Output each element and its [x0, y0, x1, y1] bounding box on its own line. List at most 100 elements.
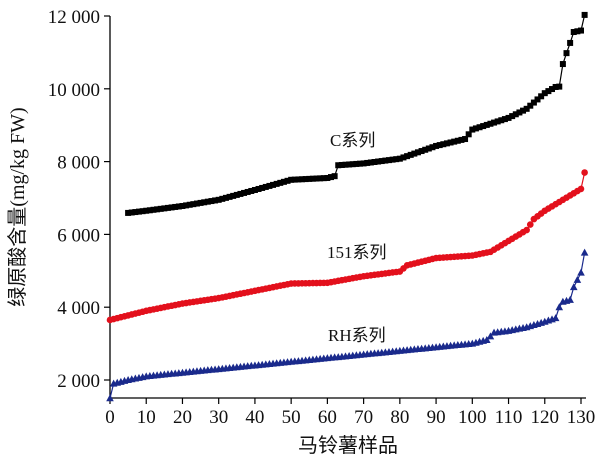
data-point — [175, 203, 182, 210]
data-point — [273, 180, 280, 187]
data-point — [219, 195, 226, 202]
x-ticks: 0 10 20 30 40 50 60 70 80 90 100 110 120 130 — [105, 398, 595, 428]
data-point — [433, 142, 440, 149]
y-tick-label: 10 000 — [48, 80, 100, 101]
data-point — [556, 83, 563, 90]
data-point — [569, 283, 578, 291]
data-point — [132, 209, 139, 216]
x-axis-label: 马铃薯样品 — [298, 434, 398, 457]
data-point — [288, 176, 295, 183]
data-point — [538, 93, 545, 100]
data-point — [331, 173, 338, 180]
data-point — [146, 207, 153, 214]
data-point — [284, 177, 291, 184]
data-point — [443, 140, 450, 147]
data-point — [454, 137, 461, 144]
data-point — [338, 161, 345, 168]
data-point — [422, 146, 429, 153]
data-point — [306, 175, 313, 182]
data-point — [393, 156, 400, 163]
data-point — [581, 169, 588, 176]
data-point — [346, 161, 353, 168]
data-point — [396, 155, 403, 162]
data-point — [161, 205, 168, 212]
x-tick-label: 20 — [173, 407, 192, 428]
x-tick-label: 90 — [427, 407, 446, 428]
data-point — [226, 193, 233, 200]
data-point — [414, 149, 421, 156]
data-point — [566, 295, 574, 303]
data-point — [248, 187, 255, 194]
data-point — [277, 179, 284, 186]
data-point — [491, 119, 498, 126]
data-point — [425, 145, 432, 152]
data-point — [486, 332, 495, 340]
data-point — [440, 141, 447, 148]
data-point — [436, 142, 443, 149]
data-point — [487, 120, 494, 127]
data-point — [512, 111, 519, 118]
data-point — [545, 88, 552, 95]
data-point — [190, 201, 197, 208]
data-point — [367, 159, 374, 166]
data-point — [172, 203, 179, 210]
y-tick-label: 6 000 — [57, 225, 100, 246]
x-tick-label: 60 — [318, 407, 337, 428]
plot-area — [106, 11, 589, 402]
data-point — [527, 102, 534, 109]
series-2 — [106, 248, 589, 402]
y-tick-label: 4 000 — [57, 298, 100, 319]
data-point — [494, 118, 501, 125]
data-point — [150, 206, 157, 213]
data-point — [580, 248, 589, 256]
data-point — [567, 39, 574, 46]
data-point — [201, 199, 208, 206]
data-point — [212, 197, 219, 204]
data-point — [183, 202, 190, 209]
data-point — [237, 190, 244, 197]
data-point — [291, 176, 298, 183]
y-axis-label: 绿原酸含量(mg/kg FW) — [6, 107, 29, 306]
data-point — [197, 199, 204, 206]
data-point — [280, 178, 287, 185]
data-point — [270, 181, 277, 188]
data-point — [295, 176, 302, 183]
data-point — [215, 196, 222, 203]
data-point — [523, 105, 530, 112]
data-point — [302, 176, 309, 183]
data-point — [320, 175, 327, 182]
data-point — [483, 335, 491, 343]
data-point — [324, 174, 331, 181]
data-point — [451, 138, 458, 145]
data-point — [299, 176, 306, 183]
data-point — [356, 160, 363, 167]
data-point — [429, 144, 436, 151]
series-label-151: 151系列 — [327, 243, 387, 262]
data-point — [465, 131, 472, 138]
data-point — [505, 114, 512, 121]
data-point — [516, 109, 523, 116]
data-point — [208, 198, 215, 205]
data-point — [157, 205, 164, 212]
data-point — [483, 121, 490, 128]
data-point — [476, 124, 483, 131]
data-point — [259, 184, 266, 191]
data-point — [551, 314, 560, 322]
data-point — [549, 86, 556, 93]
data-point — [577, 185, 585, 193]
data-point — [404, 153, 411, 160]
data-point — [360, 160, 367, 167]
data-point — [526, 221, 534, 228]
data-point — [573, 275, 582, 283]
data-point — [520, 107, 527, 114]
data-point — [328, 174, 335, 181]
data-point — [523, 226, 530, 234]
data-point — [266, 182, 273, 189]
data-point — [578, 27, 584, 34]
data-point — [498, 117, 505, 124]
data-point — [469, 126, 476, 133]
series-label-rh: RH系列 — [328, 326, 386, 345]
data-point — [262, 183, 269, 190]
data-point — [382, 157, 389, 164]
y-tick-label: 12 000 — [48, 7, 100, 28]
